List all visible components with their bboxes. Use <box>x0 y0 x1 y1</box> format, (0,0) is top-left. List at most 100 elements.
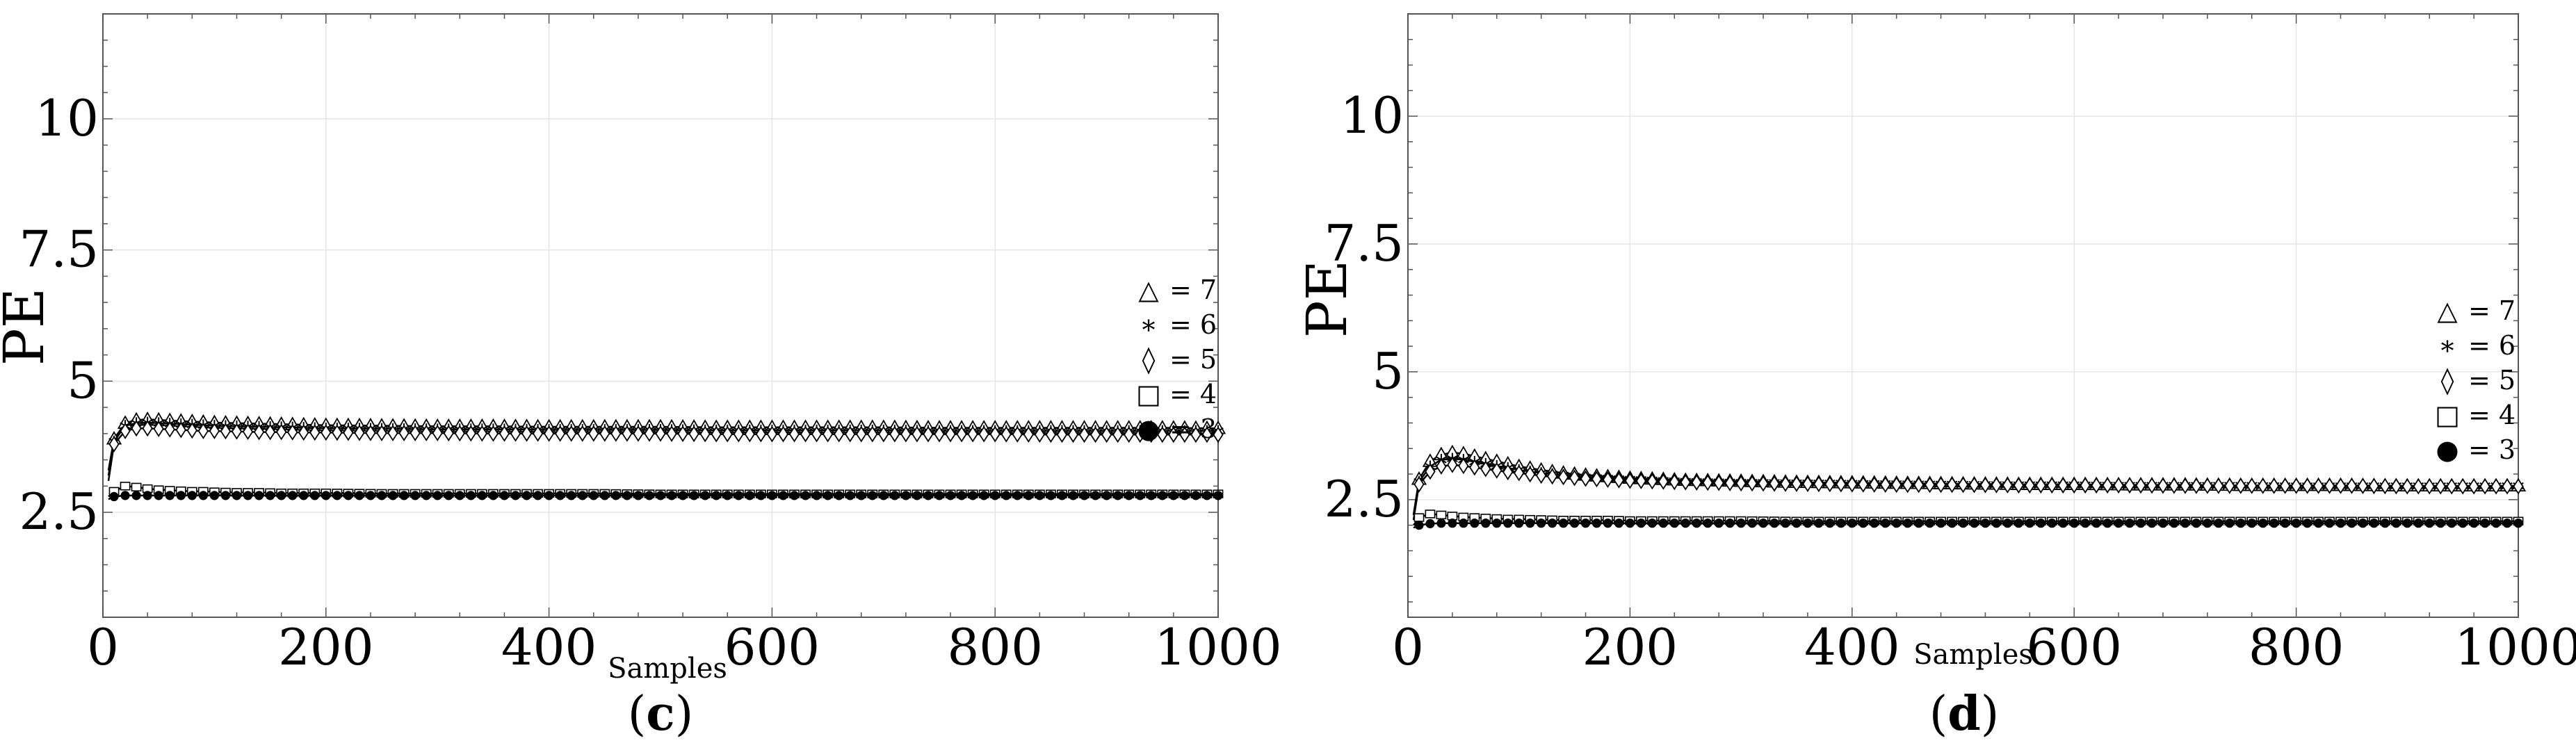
data-point <box>1090 491 1101 500</box>
y-axis-title: PE <box>1295 260 1359 338</box>
data-point <box>1580 519 1591 528</box>
data-point <box>633 425 644 442</box>
data-point <box>1213 491 1223 500</box>
legend-marker: ● <box>2436 434 2458 465</box>
data-point <box>811 491 822 500</box>
data-point <box>1646 473 1658 490</box>
data-point <box>1936 519 1946 528</box>
data-point <box>1669 519 1679 528</box>
data-point <box>934 425 945 443</box>
data-point <box>756 491 765 500</box>
data-point <box>176 491 186 500</box>
data-point <box>1179 426 1190 443</box>
data-point <box>1692 519 1701 528</box>
data-point <box>1413 513 1425 522</box>
data-point <box>734 491 743 500</box>
data-point <box>410 491 420 500</box>
data-point <box>689 491 699 500</box>
data-point <box>1647 519 1657 528</box>
data-point <box>554 425 566 442</box>
data-point <box>543 425 555 442</box>
data-point <box>1614 519 1624 528</box>
legend-marker: △ <box>1138 275 1159 305</box>
data-point <box>355 491 364 500</box>
data-point <box>655 425 666 442</box>
data-point <box>2391 519 2401 528</box>
data-point <box>2401 478 2413 495</box>
data-point <box>1881 519 1890 528</box>
data-point <box>567 491 576 500</box>
data-point <box>968 491 978 500</box>
data-point <box>1814 519 1824 528</box>
data-point <box>1546 468 1558 485</box>
data-point <box>2402 519 2412 528</box>
data-point <box>1669 473 1680 491</box>
data-point <box>2091 477 2102 494</box>
data-point <box>1736 519 1746 528</box>
data-point <box>2080 519 2090 528</box>
data-point <box>2468 478 2479 495</box>
data-point <box>1480 460 1491 478</box>
data-point <box>1914 519 1924 528</box>
data-point <box>510 425 521 442</box>
data-point <box>377 491 387 500</box>
data-point <box>1135 491 1145 500</box>
data-point <box>1180 491 1190 500</box>
data-point <box>1858 519 1868 528</box>
data-point <box>1023 426 1034 443</box>
legend-entry: = 7 <box>1169 275 1217 305</box>
data-point <box>645 491 654 500</box>
data-point <box>610 425 622 442</box>
data-point <box>2247 519 2257 528</box>
data-point <box>298 424 309 441</box>
x-tick-label: 800 <box>947 618 1042 676</box>
data-point <box>2102 477 2113 494</box>
x-tick-label: 600 <box>724 618 820 676</box>
data-point <box>1957 476 1969 494</box>
data-point <box>2292 519 2301 528</box>
data-point <box>521 491 532 500</box>
legend-entry: = 5 <box>1169 344 1217 375</box>
x-tick-label: 800 <box>2249 618 2344 676</box>
data-point <box>578 491 588 500</box>
data-point <box>1190 426 1201 443</box>
data-point <box>309 424 321 441</box>
data-point <box>1635 473 1647 489</box>
legend-marker: ◊ <box>1142 344 1156 375</box>
data-point <box>1514 464 1525 482</box>
data-point <box>767 491 777 500</box>
data-point <box>2157 477 2169 494</box>
y-tick-label: 7.5 <box>1324 214 1404 272</box>
data-point <box>499 425 510 442</box>
data-point <box>833 425 845 443</box>
data-point <box>2335 478 2347 494</box>
data-point <box>755 425 767 443</box>
data-point <box>1035 491 1044 500</box>
data-point <box>1525 519 1535 528</box>
data-point <box>398 425 410 441</box>
data-point <box>197 423 209 439</box>
data-point <box>165 491 175 500</box>
data-point <box>1436 510 1447 520</box>
data-point <box>1858 476 1869 493</box>
data-point <box>868 491 877 500</box>
data-point <box>845 425 856 443</box>
legend-marker: ◊ <box>2441 365 2454 396</box>
data-point <box>2458 519 2468 528</box>
data-point <box>1535 467 1547 484</box>
data-point <box>510 491 521 500</box>
data-point <box>2513 478 2524 495</box>
data-point <box>2113 477 2124 494</box>
data-point <box>1758 475 1769 492</box>
y-tick-label: 10 <box>1340 86 1404 145</box>
data-point <box>477 491 487 500</box>
data-point <box>1057 491 1067 500</box>
data-point <box>1781 519 1790 528</box>
data-point <box>2069 519 2079 528</box>
data-point <box>1847 475 1858 493</box>
data-point <box>1813 475 1824 493</box>
data-point <box>867 425 878 443</box>
data-point <box>2357 478 2369 494</box>
data-point <box>1613 472 1625 489</box>
data-point <box>979 491 989 500</box>
